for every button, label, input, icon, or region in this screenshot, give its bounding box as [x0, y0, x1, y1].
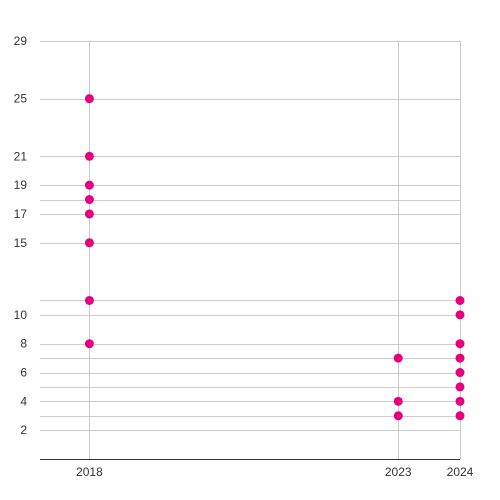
y-tick-label: 6 [20, 366, 27, 380]
data-point [84, 295, 94, 305]
x-tick-label: 2024 [447, 465, 474, 479]
x-tick-label: 2023 [385, 465, 412, 479]
data-point [393, 396, 403, 406]
y-tick-label: 10 [14, 308, 28, 322]
data-point [455, 396, 465, 406]
data-point [393, 353, 403, 363]
data-points [84, 94, 465, 421]
data-point [393, 411, 403, 421]
data-point [455, 382, 465, 392]
y-tick-label: 8 [20, 337, 27, 351]
data-point [84, 151, 94, 161]
horizontal-gridlines [40, 41, 460, 431]
data-point [84, 94, 94, 104]
x-tick-label: 2018 [76, 465, 103, 479]
y-tick-label: 19 [14, 178, 28, 192]
data-point [455, 411, 465, 421]
data-point [84, 339, 94, 349]
y-tick-label: 4 [20, 394, 27, 408]
data-point [455, 310, 465, 320]
data-point [455, 368, 465, 378]
y-tick-label: 17 [14, 207, 28, 221]
vertical-gridlines [89, 41, 461, 459]
x-axis-tick-labels: 2018 2023 2024 [76, 465, 474, 479]
data-point [455, 339, 465, 349]
y-tick-label: 15 [14, 236, 28, 250]
y-tick-label: 29 [14, 34, 28, 48]
data-point [84, 195, 94, 205]
data-point [455, 353, 465, 363]
y-tick-label: 21 [14, 149, 28, 163]
y-axis-tick-labels: 2 4 6 8 10 15 17 19 21 25 29 [14, 34, 28, 437]
data-point [84, 180, 94, 190]
data-point [84, 238, 94, 248]
data-point [455, 295, 465, 305]
y-tick-label: 25 [14, 92, 28, 106]
data-point [84, 209, 94, 219]
y-tick-label: 2 [20, 423, 27, 437]
